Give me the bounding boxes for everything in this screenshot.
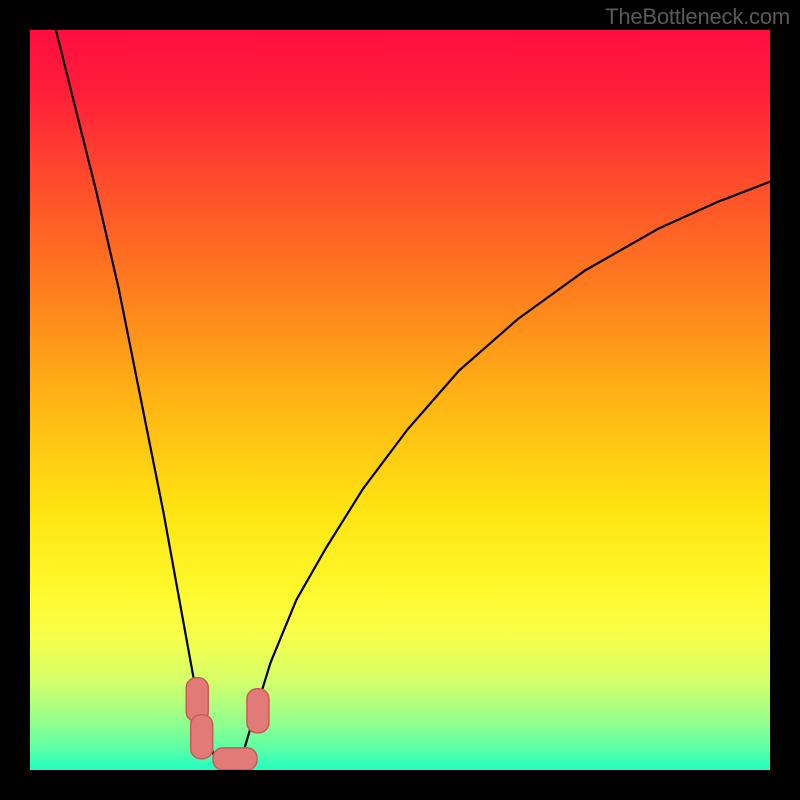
- marker-pill: [213, 748, 257, 770]
- marker-pill: [247, 689, 269, 733]
- plot-area: [30, 30, 770, 770]
- chart-container: TheBottleneck.com: [0, 0, 800, 800]
- bottleneck-chart: [30, 30, 770, 770]
- watermark-text: TheBottleneck.com: [605, 4, 790, 30]
- marker-pill: [191, 715, 213, 759]
